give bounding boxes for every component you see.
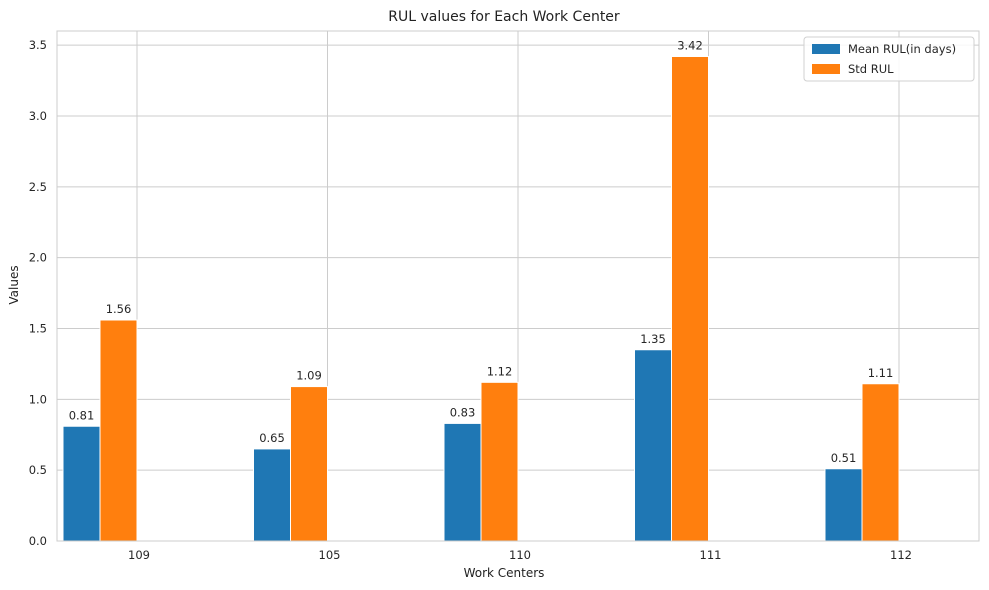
bar	[824, 468, 863, 542]
bar	[62, 425, 101, 542]
y-tick-label: 1.5	[29, 322, 47, 336]
bar-value-label: 3.42	[677, 39, 703, 53]
bar	[99, 319, 138, 542]
ticks: 0.0 0.5 1.0 1.5 2.0 2.5 3.0 3.5 109 105 110 111 112	[29, 38, 912, 562]
bar	[634, 349, 672, 542]
y-tick-label: 3.5	[29, 38, 47, 52]
bar-value-label: 1.12	[487, 364, 513, 378]
bar	[671, 56, 709, 542]
legend-label: Mean RUL(in days)	[848, 42, 956, 56]
x-tick-label: 111	[700, 548, 722, 562]
bar-value-labels: 0.81 1.56 0.65 1.09 0.83 1.12 1.35 3.42 0.51 1.11	[69, 39, 894, 465]
bar-value-label: 1.35	[640, 332, 666, 346]
bar-value-label: 1.11	[868, 366, 894, 380]
bar	[253, 448, 291, 542]
bar-value-label: 1.56	[106, 302, 132, 316]
legend-box	[803, 36, 975, 82]
y-tick-label: 1.0	[29, 392, 47, 406]
x-tick-label: 109	[128, 548, 150, 562]
bar-value-label: 0.83	[450, 405, 476, 419]
plot-border	[56, 30, 980, 542]
bar-value-label: 0.81	[69, 408, 95, 422]
legend-label: Std RUL	[848, 62, 894, 76]
bar	[443, 422, 482, 542]
bar	[290, 386, 328, 542]
x-axis-label: Work Centers	[464, 566, 545, 580]
bar	[480, 381, 519, 542]
y-tick-label: 0.0	[29, 534, 47, 548]
chart-title: RUL values for Each Work Center	[388, 9, 620, 25]
bars	[62, 56, 900, 542]
bar-value-label: 0.51	[831, 451, 857, 465]
legend: Mean RUL(in days) Std RUL	[803, 36, 975, 82]
plot-frame	[56, 30, 980, 542]
legend-swatch	[812, 64, 840, 74]
x-tick-label: 105	[319, 548, 341, 562]
x-tick-label: 110	[509, 548, 531, 562]
bar	[861, 383, 900, 542]
y-axis-label: Values	[7, 265, 21, 304]
y-tick-label: 0.5	[29, 463, 47, 477]
bar-value-label: 0.65	[259, 431, 285, 445]
legend-swatch	[812, 44, 840, 54]
y-tick-label: 3.0	[29, 109, 47, 123]
y-tick-label: 2.0	[29, 251, 47, 265]
bar-value-label: 1.09	[296, 369, 322, 383]
x-tick-label: 112	[890, 548, 912, 562]
y-tick-label: 2.5	[29, 180, 47, 194]
